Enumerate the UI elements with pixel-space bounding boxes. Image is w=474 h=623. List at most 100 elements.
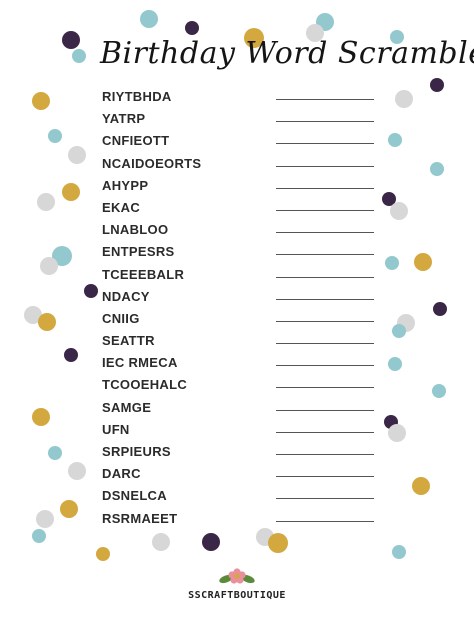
scrambled-word: AHYPP <box>102 177 149 193</box>
confetti-dot <box>64 348 78 362</box>
word-row: UFN <box>100 419 390 441</box>
scrambled-word: EKAC <box>102 199 141 215</box>
confetti-dot <box>430 78 444 92</box>
word-row: DARC <box>100 463 390 485</box>
confetti-dot <box>268 533 288 553</box>
word-row: SAMGE <box>100 397 390 419</box>
answer-line[interactable] <box>276 454 374 455</box>
confetti-dot <box>38 313 56 331</box>
answer-line[interactable] <box>276 320 374 322</box>
word-row: NCAIDOEORTS <box>100 153 390 175</box>
scrambled-word: DARC <box>102 466 141 482</box>
scrambled-word: TCEEEBALR <box>102 266 185 282</box>
confetti-dot <box>72 49 86 63</box>
confetti-dot <box>36 510 54 528</box>
word-row: RIYTBHDA <box>100 86 390 108</box>
word-row: LNABLOO <box>100 219 390 241</box>
scrambled-word: NCAIDOEORTS <box>102 155 202 171</box>
confetti-dot <box>32 408 50 426</box>
word-row: DSNELCA <box>100 485 390 507</box>
word-row: NDACY <box>100 286 390 308</box>
confetti-dot <box>84 284 98 298</box>
confetti-dot <box>433 302 447 316</box>
answer-line[interactable] <box>276 187 374 189</box>
answer-line[interactable] <box>276 209 374 211</box>
confetti-dot <box>48 446 62 460</box>
confetti-dot <box>40 257 58 275</box>
confetti-dot <box>432 384 446 398</box>
answer-line[interactable] <box>276 121 374 123</box>
footer-brand: SSCRAFTBOUTIQUE <box>0 565 474 605</box>
scrambled-word: CNIIG <box>102 310 140 326</box>
word-row: ENTPESRS <box>100 241 390 263</box>
confetti-dot <box>62 31 80 49</box>
answer-line[interactable] <box>276 365 374 367</box>
confetti-dot <box>202 533 220 551</box>
confetti-dot <box>68 462 86 480</box>
page-title: Birthday Word Scramble <box>100 36 474 71</box>
confetti-dot <box>37 193 55 211</box>
answer-line[interactable] <box>276 232 374 234</box>
confetti-dot <box>395 90 413 108</box>
word-row: YATRP <box>100 108 390 130</box>
word-row: SEATTR <box>100 330 390 352</box>
confetti-dot <box>388 424 406 442</box>
scrambled-word: LNABLOO <box>102 222 169 238</box>
answer-line[interactable] <box>276 99 374 100</box>
confetti-dot <box>62 183 80 201</box>
confetti-dot <box>392 324 406 338</box>
answer-line[interactable] <box>276 276 374 278</box>
scrambled-word: ENTPESRS <box>102 244 175 260</box>
scrambled-word: TCOOEHALC <box>102 377 188 393</box>
scrambled-word: RIYTBHDA <box>102 89 172 104</box>
word-row: TCOOEHALC <box>100 374 390 396</box>
word-row: CNFIEOTT <box>100 130 390 152</box>
flower-logo-icon <box>219 568 255 584</box>
confetti-dot <box>430 162 444 176</box>
answer-line[interactable] <box>276 298 374 300</box>
answer-line[interactable] <box>276 143 374 145</box>
confetti-dot <box>140 10 158 28</box>
confetti-dot <box>32 529 46 543</box>
confetti-dot <box>306 24 324 42</box>
confetti-dot <box>68 146 86 164</box>
confetti-dot <box>388 133 402 147</box>
word-row: IEC RMECA <box>100 352 390 374</box>
scrambled-word: SAMGE <box>102 399 152 415</box>
word-row: CNIIG <box>100 308 390 330</box>
answer-line[interactable] <box>276 431 374 433</box>
answer-line[interactable] <box>276 343 374 345</box>
confetti-dot <box>244 28 264 48</box>
scrambled-word: NDACY <box>102 288 150 304</box>
scrambled-word: DSNELCA <box>102 488 167 504</box>
answer-line[interactable] <box>276 387 374 389</box>
word-row: SRPIEURS <box>100 441 390 463</box>
answer-line[interactable] <box>276 520 374 522</box>
confetti-dot <box>392 545 406 559</box>
answer-line[interactable] <box>276 254 374 256</box>
word-scramble-list: RIYTBHDA YATRP CNFIEOTT NCAIDOEORTS AHYPP EKA… <box>100 86 390 530</box>
confetti-dot <box>390 30 404 44</box>
confetti-dot <box>385 256 399 270</box>
answer-line[interactable] <box>276 165 374 167</box>
scrambled-word: RSRMAEET <box>102 510 178 526</box>
scrambled-word: UFN <box>102 421 130 437</box>
brand-name: SSCRAFTBOUTIQUE <box>188 590 286 601</box>
scrambled-word: SRPIEURS <box>102 444 171 459</box>
word-row: TCEEEBALR <box>100 264 390 286</box>
word-row: AHYPP <box>100 175 390 197</box>
scrambled-word: YATRP <box>102 111 146 127</box>
answer-line[interactable] <box>276 498 374 500</box>
confetti-dot <box>382 192 396 206</box>
confetti-dot <box>185 21 199 35</box>
answer-line[interactable] <box>276 409 374 411</box>
confetti-dot <box>24 306 42 324</box>
confetti-dot <box>388 357 402 371</box>
scrambled-word: SEATTR <box>102 333 155 349</box>
confetti-dot <box>152 533 170 551</box>
confetti-dot <box>48 129 62 143</box>
answer-line[interactable] <box>276 476 374 478</box>
scrambled-word: CNFIEOTT <box>102 133 170 149</box>
word-row: RSRMAEET <box>100 508 390 530</box>
